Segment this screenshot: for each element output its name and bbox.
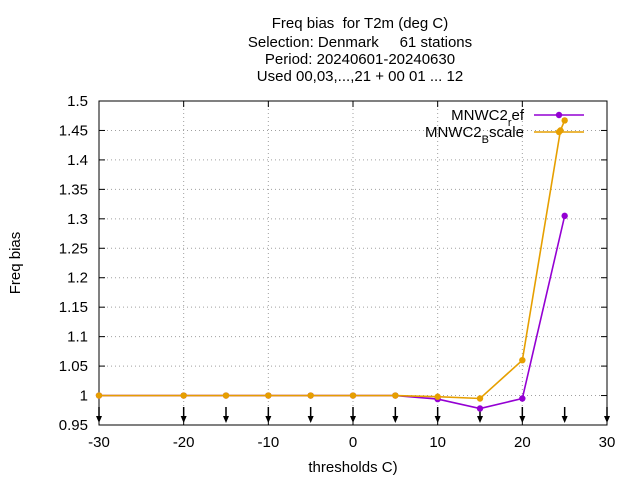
chart-title-line-3: Period: 20240601-20240630 [264,51,456,68]
x-tick-label-5: 20 [514,434,531,451]
threshold-marker-arrow-11 [604,416,610,423]
y-tick-label-0: 0.95 [59,417,88,434]
series-1-point-11 [561,117,568,124]
y-tick-label-9: 1.4 [67,152,88,169]
series-1-point-3 [265,392,272,399]
series-1-point-6 [392,392,399,399]
series-0-point-8 [476,405,484,412]
threshold-marker-arrow-2 [223,416,229,423]
series-line-0 [99,215,566,410]
x-tick-label-1: -20 [173,434,195,451]
y-tick-label-7: 1.3 [67,211,88,228]
y-tick-label-5: 1.2 [67,270,88,287]
x-tick-label-0: -30 [88,434,110,451]
threshold-marker-arrow-0 [96,416,102,423]
chart-title-line-1: Freq bias for T2m (deg C) [271,15,449,32]
series-1-point-4 [307,392,314,399]
series-1-point-1 [180,392,187,399]
x-tick-label-2: -10 [257,434,279,451]
y-tick-label-11: 1.5 [67,93,88,110]
threshold-marker-arrow-1 [180,416,187,423]
series-0-point-10 [561,212,568,220]
series-1-point-0 [95,392,103,399]
series-1-point-2 [222,392,230,399]
series-1-point-9 [519,357,526,364]
legend-marker-0 [555,111,563,119]
threshold-marker-arrow-3 [265,416,272,423]
chart-title-line-2: Selection: Denmark 61 stations [247,34,473,51]
x-tick-label-3: 0 [349,434,357,451]
y-tick-label-2: 1.05 [59,358,88,375]
y-tick-label-4: 1.15 [59,299,88,316]
threshold-marker-arrow-5 [350,416,356,423]
series-0-point-9 [519,395,526,402]
threshold-marker-arrow-6 [392,416,399,423]
series-line-1 [99,120,566,400]
y-tick-label-3: 1.1 [67,329,88,346]
threshold-marker-arrow-7 [434,416,441,423]
y-tick-label-1: 1 [80,388,88,405]
threshold-marker-arrow-9 [519,416,526,423]
x-tick-label-4: 10 [429,434,446,451]
y-tick-label-8: 1.35 [59,181,88,198]
x-tick-label-6: 30 [599,434,616,451]
series-1-point-8 [476,395,484,402]
legend-label-0: MNWC2ref [451,107,525,129]
x-axis-label: thresholds C) [308,459,397,476]
threshold-marker-arrow-4 [307,416,314,423]
y-axis-label: Freq bias [7,232,24,295]
threshold-marker-arrow-10 [561,416,568,423]
series-1-point-7 [434,393,441,400]
y-tick-label-10: 1.45 [59,122,88,139]
series-1-point-5 [349,392,357,399]
legend-label-1: MNWC2Bscale [425,124,524,146]
y-tick-label-6: 1.25 [59,240,88,257]
threshold-marker-arrow-8 [477,416,483,423]
legend-marker-1 [555,128,563,136]
chart-title-line-4: Used 00,03,...,21 + 00 01 ... 12 [256,68,464,85]
